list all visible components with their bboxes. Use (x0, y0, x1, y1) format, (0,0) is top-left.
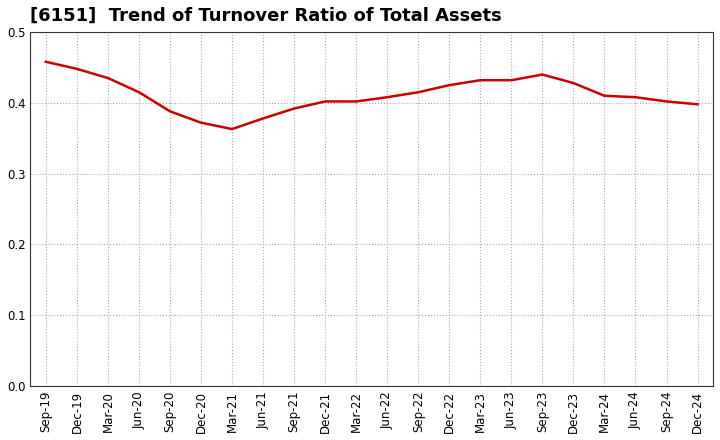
Text: [6151]  Trend of Turnover Ratio of Total Assets: [6151] Trend of Turnover Ratio of Total … (30, 7, 502, 25)
